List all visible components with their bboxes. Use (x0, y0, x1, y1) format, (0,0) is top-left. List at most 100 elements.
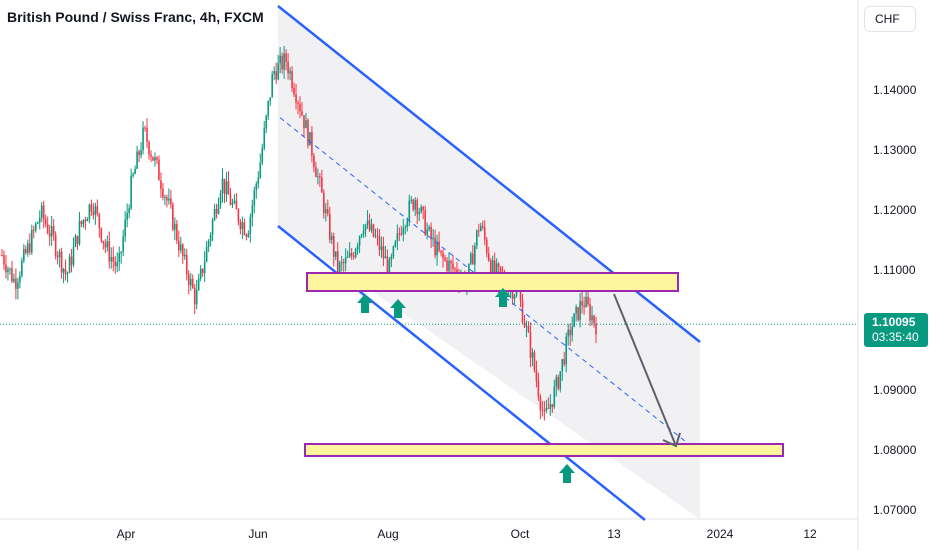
currency-button[interactable]: CHF (864, 6, 916, 32)
candle-body (346, 256, 349, 258)
candle-body (142, 127, 144, 151)
candle-body (303, 115, 305, 129)
candle-body (52, 226, 55, 235)
candle-body (525, 325, 528, 327)
candle-body (513, 295, 516, 299)
candle-body (489, 260, 492, 273)
candle-body (338, 262, 341, 274)
bounce-arrow-icon (559, 464, 575, 483)
candle-body (428, 227, 430, 230)
candle-body (380, 246, 383, 250)
bounce-arrow-icon (357, 294, 373, 313)
time-tick-label: Oct (511, 527, 530, 541)
candle-body (193, 287, 196, 305)
candle-body (154, 157, 156, 161)
candle-body (267, 101, 270, 116)
price-tick-label: 1.11000 (873, 263, 916, 277)
candle-body (448, 261, 450, 272)
candle-body (213, 208, 216, 221)
candle-body (46, 224, 49, 234)
candle-body (390, 256, 393, 260)
candle-body (94, 206, 97, 215)
candle-body (170, 198, 172, 205)
candle-body (541, 409, 544, 411)
candle-body (108, 241, 111, 262)
candle-body (227, 181, 230, 195)
projection-arrow-line[interactable] (613, 293, 677, 447)
candle-body (291, 71, 293, 88)
candle-body (7, 269, 9, 273)
candle-body (426, 229, 428, 235)
candle-body (120, 251, 122, 254)
candle-body (362, 230, 365, 235)
candle-body (11, 268, 13, 282)
candle-body (237, 209, 240, 222)
candle-body (168, 198, 170, 201)
candle-body (195, 290, 198, 305)
candle-body (577, 306, 579, 320)
candle-body (432, 237, 434, 240)
candle-body (17, 282, 19, 289)
candle-body (217, 204, 220, 214)
candle-body (356, 245, 359, 250)
candle-body (283, 53, 285, 70)
candle-body (368, 220, 371, 231)
candle-body (132, 173, 134, 176)
candle-body (511, 286, 514, 299)
candle-body (307, 120, 309, 146)
candle-body (199, 268, 202, 279)
candle-body (66, 272, 69, 275)
candle-body (332, 236, 335, 257)
candle-body (126, 213, 128, 220)
candle-body (31, 229, 33, 253)
candle-body (481, 225, 484, 228)
candle-body (150, 154, 152, 157)
candle-body (317, 176, 319, 178)
candle-body (138, 151, 140, 156)
bounce-arrow-icon (390, 299, 406, 318)
candle-body (114, 261, 117, 267)
candle-body (197, 278, 200, 291)
candle-body (259, 162, 262, 178)
candle-body (529, 332, 532, 358)
candle-body (559, 371, 562, 389)
candle-body (470, 253, 472, 264)
candle-body (174, 223, 176, 230)
candle-body (102, 240, 105, 244)
candle-body (128, 208, 130, 214)
candle-body (499, 266, 502, 274)
candle-body (323, 192, 325, 214)
candle-body (225, 181, 228, 194)
candle-body (78, 221, 81, 245)
candle-body (360, 234, 363, 237)
candle-body (376, 235, 379, 237)
candle-body (62, 268, 65, 273)
candle-body (48, 233, 51, 237)
candle-body (334, 251, 337, 257)
candle-body (545, 408, 548, 411)
candle-body (589, 304, 591, 321)
candle-body (40, 205, 43, 218)
candle-body (281, 55, 283, 70)
candle-body (32, 229, 35, 231)
candle-body (207, 240, 210, 247)
candle-body (1, 255, 3, 256)
candle-body (553, 386, 556, 407)
time-tick-label: 12 (803, 527, 817, 541)
resistance-zone[interactable] (306, 272, 679, 292)
candle-body (315, 167, 317, 178)
candle-body (388, 259, 391, 274)
candle-body (245, 234, 248, 237)
candle-body (340, 262, 343, 264)
candle-body (98, 213, 101, 229)
price-tick-label: 1.07000 (873, 503, 917, 517)
candle-body (400, 233, 403, 235)
candle-body (436, 241, 438, 256)
candle-body (476, 230, 478, 246)
candle-body (537, 380, 540, 398)
support-zone[interactable] (304, 443, 784, 457)
candle-body (336, 251, 339, 274)
candle-body (354, 249, 357, 258)
candle-body (527, 325, 530, 333)
